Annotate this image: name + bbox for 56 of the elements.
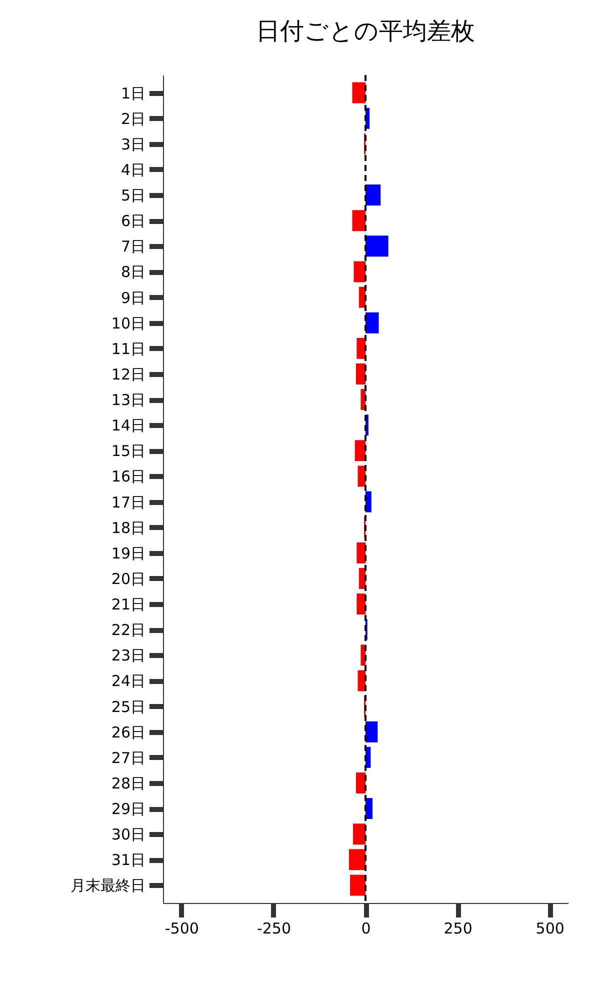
bar <box>366 798 372 820</box>
bar <box>352 82 366 104</box>
bar <box>350 874 366 896</box>
x-tick-label: -500 <box>164 920 199 938</box>
bar <box>352 824 366 845</box>
y-tick-label: 18日 <box>111 518 146 537</box>
bar <box>366 491 372 512</box>
y-tick-label: 5日 <box>120 186 146 205</box>
y-tick-label: 7日 <box>120 238 146 256</box>
bar <box>356 594 366 615</box>
bar <box>366 184 381 206</box>
y-tick-label: 16日 <box>111 468 146 486</box>
bar <box>356 772 366 794</box>
y-tick-label: 1日 <box>120 84 146 102</box>
bar <box>366 236 388 257</box>
y-tick-label: 24日 <box>111 672 146 690</box>
y-tick-label: 17日 <box>111 493 146 512</box>
y-tick-label: 19日 <box>111 544 146 562</box>
y-tick-label: 3日 <box>120 135 146 154</box>
y-tick-label: 20日 <box>111 570 146 588</box>
bar <box>356 542 366 564</box>
bar <box>354 261 366 282</box>
bar <box>366 721 378 742</box>
bar <box>352 210 366 232</box>
y-tick-label: 12日 <box>111 365 146 384</box>
bar <box>356 338 366 359</box>
chart-title: 日付ごとの平均差枚 <box>256 17 475 45</box>
y-tick-label: 11日 <box>111 340 146 358</box>
y-tick-label: 28日 <box>111 774 146 792</box>
y-tick-label: 21日 <box>111 596 146 614</box>
y-tick-label: 25日 <box>111 698 146 716</box>
y-tick-label: 6日 <box>120 212 146 230</box>
y-tick-label: 22日 <box>111 621 146 640</box>
x-tick-label: -250 <box>256 920 291 938</box>
y-tick-label: 9日 <box>120 288 146 307</box>
y-tick-label: 15日 <box>111 442 146 460</box>
y-tick-label: 27日 <box>111 748 146 767</box>
bar <box>366 312 379 334</box>
y-tick-label: 26日 <box>111 723 146 742</box>
y-tick-label: 29日 <box>111 800 146 818</box>
x-tick-label: 250 <box>444 920 472 938</box>
y-tick-label: 31日 <box>111 851 146 870</box>
x-tick-label: 0 <box>361 920 371 938</box>
x-tick-label: 500 <box>536 920 564 938</box>
y-tick-label: 2日 <box>120 110 146 128</box>
y-tick-label: 14日 <box>111 416 146 435</box>
y-tick-label: 13日 <box>111 391 146 410</box>
y-tick-label: 4日 <box>120 160 146 179</box>
bar <box>356 363 366 384</box>
bar <box>354 440 366 462</box>
y-tick-label: 8日 <box>120 263 146 282</box>
y-tick-label: 10日 <box>111 314 146 332</box>
y-tick-label: 23日 <box>111 646 146 665</box>
bar <box>348 849 366 870</box>
y-tick-label: 月末最終日 <box>70 876 146 895</box>
y-tick-label: 30日 <box>111 826 146 844</box>
